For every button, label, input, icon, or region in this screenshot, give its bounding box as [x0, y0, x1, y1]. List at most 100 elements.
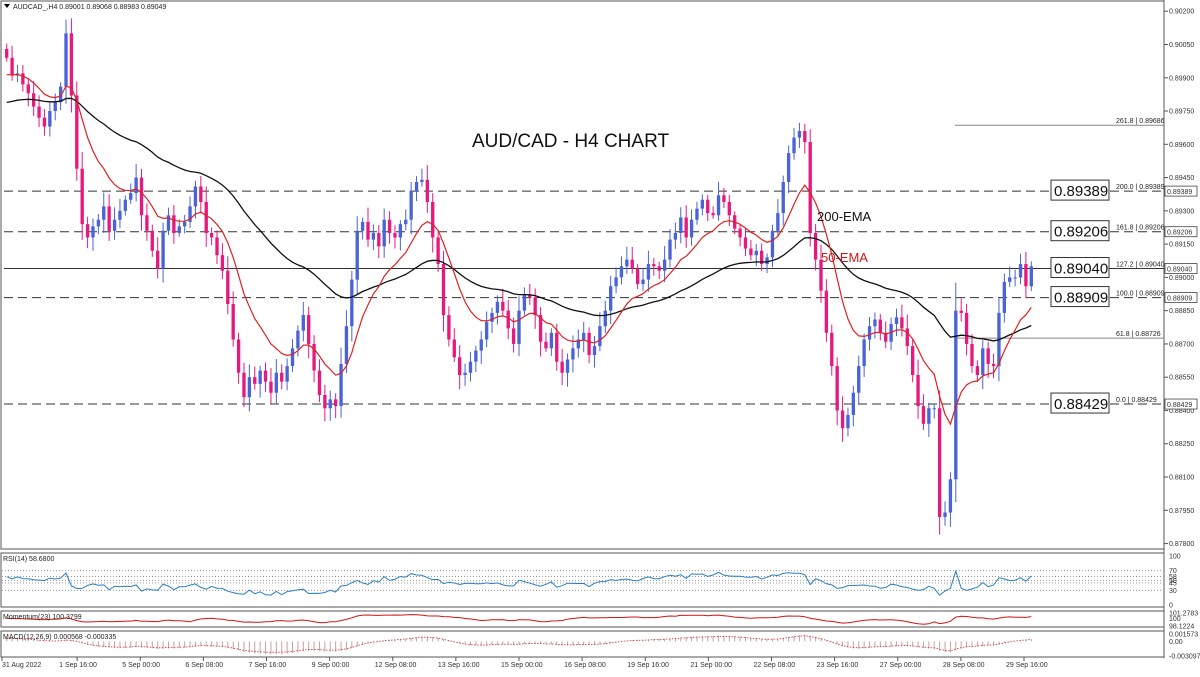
bull-candle: [285, 366, 289, 382]
bear-candle: [37, 106, 41, 118]
bull-candle: [350, 279, 354, 327]
bear-candle: [242, 372, 246, 398]
bull-candle: [414, 182, 419, 191]
rsi-label: RSI(14) 58.6800: [3, 556, 54, 563]
dropdown-triangle-icon[interactable]: [4, 4, 10, 8]
momentum-tick-label: 100: [1169, 616, 1181, 623]
level-callout-text: 0.88909: [1054, 290, 1108, 307]
bear-candle: [587, 332, 591, 356]
bear-candle: [10, 57, 14, 76]
momentum-tick-label: 101.2783: [1169, 611, 1198, 618]
fib-level-label: 161.8 | 0.89206: [1116, 225, 1165, 232]
bear-candle: [921, 406, 926, 424]
bull-candle: [598, 326, 602, 347]
bear-candle: [458, 357, 462, 375]
price-tick-label: 0.89750: [1169, 109, 1194, 116]
bear-candle: [231, 304, 235, 340]
bull-candle: [695, 208, 699, 220]
bear-candle: [937, 408, 942, 517]
bear-candle: [544, 341, 548, 349]
bull-candle: [409, 190, 413, 220]
bear-candle: [263, 370, 268, 382]
bull-candle: [592, 346, 597, 356]
bull-candle: [954, 310, 958, 480]
bear-candle: [506, 310, 510, 329]
level-callouts: 0.89389 0.89206 0.89040 0.88909 0.88429 0.893…: [1050, 179, 1198, 414]
bull-candle: [404, 219, 408, 225]
bear-candle: [107, 206, 111, 231]
bull-candle: [846, 414, 850, 429]
bull-candle: [490, 312, 494, 322]
bull-candle: [129, 193, 133, 200]
bear-candle: [528, 295, 532, 298]
bear-candle: [635, 268, 640, 285]
bull-candle: [382, 219, 386, 247]
bull-candle: [166, 215, 171, 231]
bull-candle: [857, 366, 861, 393]
momentum-line: [6, 614, 1032, 625]
bull-candle: [700, 199, 705, 209]
bear-candle: [317, 370, 322, 395]
bear-candle: [172, 215, 176, 234]
time-tick-label: 7 Sep 16:00: [249, 662, 287, 669]
price-tick-label: 0.87800: [1169, 541, 1194, 548]
bull-candle: [328, 399, 332, 409]
bear-candle: [964, 312, 969, 344]
bear-candle: [538, 315, 543, 342]
bull-candle: [776, 213, 780, 231]
bear-candle: [333, 399, 338, 407]
bull-candle: [673, 233, 678, 240]
macd-tick-label: -0.003097: [1169, 654, 1200, 661]
time-tick-label: 15 Sep 00:00: [501, 662, 543, 669]
bull-candle: [948, 479, 953, 513]
time-tick-label: 6 Sep 08:00: [185, 662, 223, 669]
price-axis: 0.90200 0.90050 0.89900 0.89750 0.89600 0.894…: [1164, 9, 1194, 548]
bear-candle: [555, 332, 559, 362]
symbol-info: AUDCAD_,H4 0.89001 0.89068 0.88983 0.890…: [13, 4, 166, 11]
bear-candle: [425, 179, 429, 202]
bull-candle: [786, 153, 791, 183]
price-tick-label: 0.90050: [1169, 42, 1194, 49]
bull-candle: [463, 372, 467, 375]
bull-candle: [781, 182, 785, 214]
price-axis-tag: [1164, 398, 1198, 410]
bear-candle: [5, 48, 9, 58]
bull-candle: [1018, 264, 1023, 278]
bull-candle: [355, 230, 359, 280]
bull-candle: [91, 226, 95, 238]
macd-tick-label: 0.00: [1169, 639, 1183, 646]
bull-candle: [53, 102, 57, 112]
level-callout-box: [1050, 257, 1110, 279]
time-tick-label: 21 Sep 00:00: [690, 662, 732, 669]
bull-candle: [549, 332, 554, 349]
bull-candle: [48, 111, 52, 127]
bear-candle: [884, 332, 888, 342]
price-tick-label: 0.88850: [1169, 308, 1194, 315]
bull-candle: [754, 250, 758, 256]
bull-candle: [943, 512, 947, 517]
rsi-tick-label: 30: [1169, 588, 1177, 595]
price-axis-tag-text: 0.88429: [1167, 402, 1192, 409]
level-callout-box: [1050, 286, 1110, 308]
price-axis-tag: [1164, 292, 1198, 303]
bear-candle: [830, 332, 834, 367]
bear-candle: [743, 237, 748, 249]
fib-level-label: 100.0 | 0.88909: [1116, 291, 1165, 298]
bear-candle: [431, 201, 435, 238]
bull-candle: [479, 339, 483, 351]
bull-candle: [274, 372, 279, 393]
bull-candle: [716, 195, 721, 216]
time-tick-label: 1 Sep 16:00: [59, 662, 97, 669]
price-tick-label: 0.89300: [1169, 208, 1194, 215]
bull-candle: [792, 137, 796, 154]
bear-candle: [1024, 264, 1028, 287]
bull-candle: [344, 326, 349, 364]
time-tick-label: 5 Sep 00:00: [122, 662, 160, 669]
bear-candle: [511, 328, 516, 344]
bear-candle: [684, 217, 688, 238]
bear-candle: [835, 366, 839, 411]
price-tick-label: 0.88100: [1169, 475, 1194, 482]
rsi-line: [6, 569, 1032, 596]
time-tick-label: 23 Sep 16:00: [817, 662, 859, 669]
